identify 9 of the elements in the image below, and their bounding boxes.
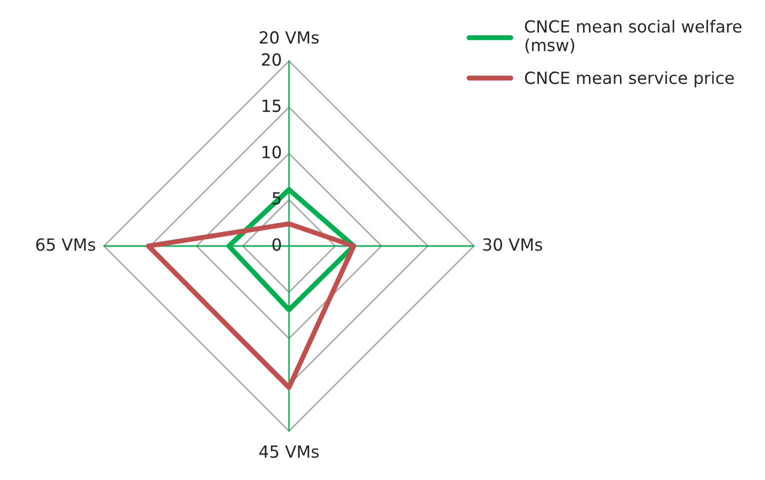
y-tick-label: 15 (262, 100, 281, 112)
legend-label: CNCE mean social welfare (msw) (525, 20, 742, 54)
spoke-label: 20 VMs (260, 31, 319, 44)
spoke-label: 30 VMs (483, 238, 542, 251)
y-tick-label: 10 (262, 146, 281, 158)
legend-label: CNCE mean service price (525, 71, 734, 88)
spoke-label: 65 VMs (36, 238, 96, 251)
spoke-label: 45 VMs (259, 446, 319, 458)
y-tick-label: 20 (262, 53, 281, 66)
